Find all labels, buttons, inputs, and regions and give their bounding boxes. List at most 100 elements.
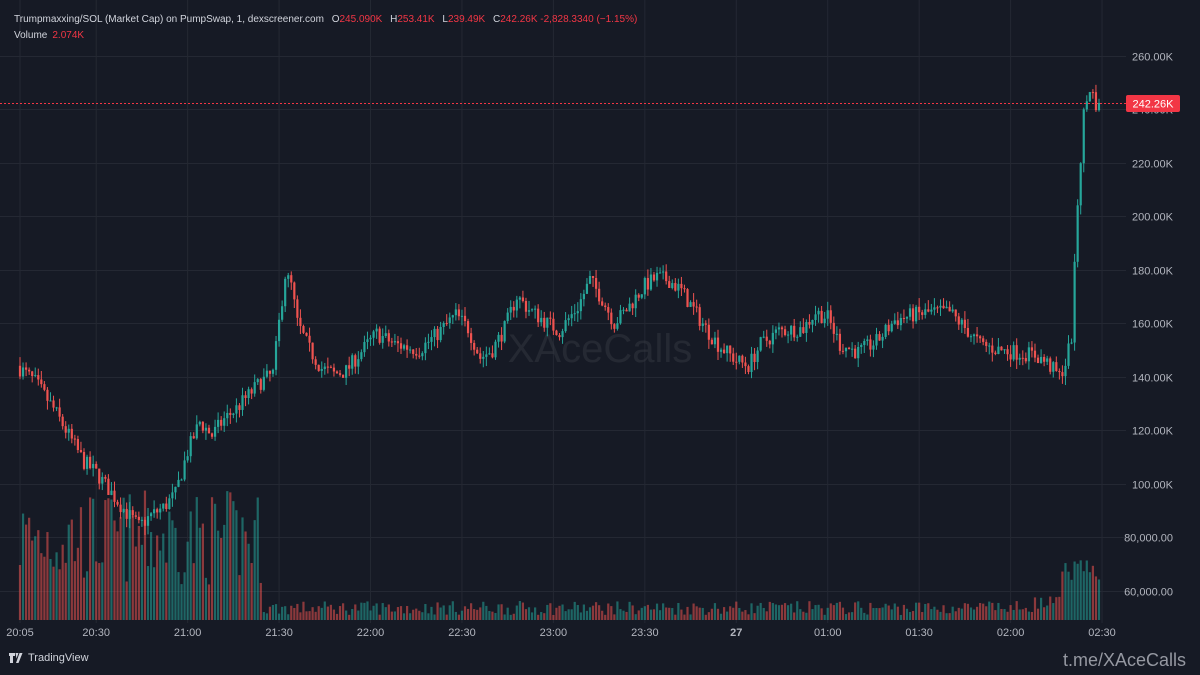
candle[interactable] xyxy=(869,334,872,357)
candle[interactable] xyxy=(262,368,265,392)
candle[interactable] xyxy=(125,502,128,528)
candle[interactable] xyxy=(213,419,217,441)
candle[interactable] xyxy=(948,301,951,312)
candle[interactable] xyxy=(793,318,796,342)
candle[interactable] xyxy=(192,432,195,439)
candle[interactable] xyxy=(393,333,397,346)
candle[interactable] xyxy=(729,345,732,362)
candle[interactable] xyxy=(314,356,317,370)
candle[interactable] xyxy=(790,324,793,341)
candle[interactable] xyxy=(875,327,878,350)
candle[interactable] xyxy=(195,415,198,440)
candle[interactable] xyxy=(433,326,436,347)
candle[interactable] xyxy=(573,304,576,322)
candle[interactable] xyxy=(503,320,506,344)
candle[interactable] xyxy=(1082,107,1085,173)
candle[interactable] xyxy=(537,304,540,328)
candle[interactable] xyxy=(1039,349,1043,364)
candle[interactable] xyxy=(744,356,747,375)
candle[interactable] xyxy=(418,347,421,359)
candle[interactable] xyxy=(232,412,235,419)
candle[interactable] xyxy=(902,309,906,323)
candle[interactable] xyxy=(241,387,244,416)
candle[interactable] xyxy=(37,368,40,386)
candle[interactable] xyxy=(701,317,704,332)
candle[interactable] xyxy=(378,326,381,345)
candle[interactable] xyxy=(250,387,253,400)
candle[interactable] xyxy=(881,333,884,349)
candle[interactable] xyxy=(61,414,64,430)
candle[interactable] xyxy=(570,305,573,327)
candle[interactable] xyxy=(774,326,778,340)
candle[interactable] xyxy=(186,449,189,463)
candle[interactable] xyxy=(750,346,753,379)
candle[interactable] xyxy=(366,331,369,350)
candle[interactable] xyxy=(229,408,232,424)
candle[interactable] xyxy=(521,290,525,303)
candle[interactable] xyxy=(204,423,208,440)
candle[interactable] xyxy=(786,331,790,344)
candle[interactable] xyxy=(265,364,268,379)
candle[interactable] xyxy=(1079,162,1082,215)
candle[interactable] xyxy=(966,318,970,338)
candle[interactable] xyxy=(887,319,890,336)
symbol-title[interactable]: Trumpmaxxing/SOL (Market Cap) on PumpSwa… xyxy=(14,14,324,25)
candle[interactable] xyxy=(427,333,430,350)
candle[interactable] xyxy=(686,288,689,308)
candle[interactable] xyxy=(345,364,348,386)
candle[interactable] xyxy=(613,323,616,333)
candle[interactable] xyxy=(689,300,692,308)
candle[interactable] xyxy=(287,272,290,288)
candle[interactable] xyxy=(274,335,278,376)
candle[interactable] xyxy=(610,308,613,330)
candle[interactable] xyxy=(652,271,656,282)
candle[interactable] xyxy=(927,300,930,313)
candle[interactable] xyxy=(802,318,805,334)
candle[interactable] xyxy=(854,345,857,359)
candle[interactable] xyxy=(201,421,204,434)
candle[interactable] xyxy=(46,387,49,410)
candle[interactable] xyxy=(872,340,875,358)
candle[interactable] xyxy=(747,364,750,375)
candle[interactable] xyxy=(171,483,174,507)
candle[interactable] xyxy=(857,341,860,368)
candle[interactable] xyxy=(405,339,409,358)
candle[interactable] xyxy=(546,317,549,337)
candle[interactable] xyxy=(259,377,262,394)
candle[interactable] xyxy=(555,329,558,336)
candle[interactable] xyxy=(991,337,994,362)
time-axis[interactable]: 20:05 20:30 21:00 21:30 22:00 22:30 23:00 23:30… xyxy=(6,627,1116,639)
candle[interactable] xyxy=(567,314,570,326)
candle[interactable] xyxy=(256,378,259,386)
candle[interactable] xyxy=(156,507,159,519)
candle[interactable] xyxy=(238,403,241,418)
candle[interactable] xyxy=(640,294,643,300)
candle[interactable] xyxy=(217,412,220,434)
candle[interactable] xyxy=(735,352,738,370)
candle[interactable] xyxy=(643,276,646,300)
candle[interactable] xyxy=(1021,350,1024,366)
candle[interactable] xyxy=(159,503,162,520)
candle[interactable] xyxy=(165,496,168,512)
candle[interactable] xyxy=(576,302,579,322)
candle[interactable] xyxy=(1067,335,1070,369)
candle[interactable] xyxy=(762,330,765,339)
candle[interactable] xyxy=(451,314,454,325)
candle[interactable] xyxy=(134,511,137,520)
candle[interactable] xyxy=(658,267,662,274)
candle[interactable] xyxy=(890,320,893,333)
candle[interactable] xyxy=(372,329,375,346)
candle[interactable] xyxy=(311,342,314,364)
candle[interactable] xyxy=(1049,356,1052,375)
candle[interactable] xyxy=(704,320,707,333)
candle[interactable] xyxy=(960,318,963,334)
candle[interactable] xyxy=(335,370,339,374)
candle[interactable] xyxy=(1055,356,1058,372)
candle[interactable] xyxy=(412,349,415,359)
candle[interactable] xyxy=(271,368,275,377)
candle[interactable] xyxy=(1076,199,1079,268)
candle[interactable] xyxy=(85,454,89,475)
volume-label[interactable]: Volume xyxy=(14,30,48,41)
candle[interactable] xyxy=(817,307,820,323)
candle[interactable] xyxy=(476,347,479,355)
